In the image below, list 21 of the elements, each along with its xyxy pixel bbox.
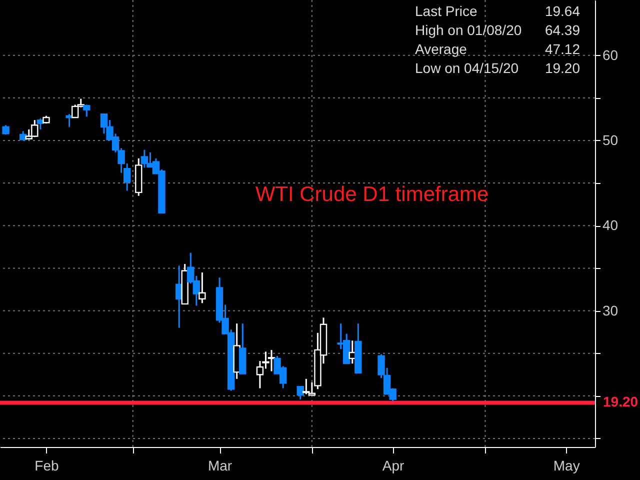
candlestick bbox=[83, 104, 90, 118]
candlestick bbox=[66, 113, 73, 128]
annotation: 19.64 bbox=[544, 3, 580, 19]
annotation: Last Price bbox=[415, 3, 478, 19]
annotation: High on 01/08/20 bbox=[415, 22, 522, 38]
annotation: 47.12 bbox=[544, 41, 580, 57]
candlestick bbox=[296, 386, 304, 400]
ref-line-label: 19.20 bbox=[603, 394, 638, 410]
x-tick-label: May bbox=[553, 458, 580, 474]
x-tick-label: Apr bbox=[382, 458, 405, 474]
x-tick-label: Mar bbox=[208, 458, 232, 474]
annotation: Average bbox=[415, 41, 468, 57]
annotation: 64.39 bbox=[544, 22, 580, 38]
x-tick-label: Feb bbox=[34, 458, 59, 474]
annotation: 19.20 bbox=[544, 60, 580, 76]
annotation: Low on 04/15/20 bbox=[415, 60, 519, 76]
y-tick-label: 30 bbox=[602, 302, 618, 318]
y-tick-label: 40 bbox=[602, 217, 618, 234]
y-tick-label: 60 bbox=[602, 46, 618, 63]
y-tick-label: 50 bbox=[602, 132, 618, 148]
text: WTI Crude D1 timeframe bbox=[255, 183, 489, 206]
